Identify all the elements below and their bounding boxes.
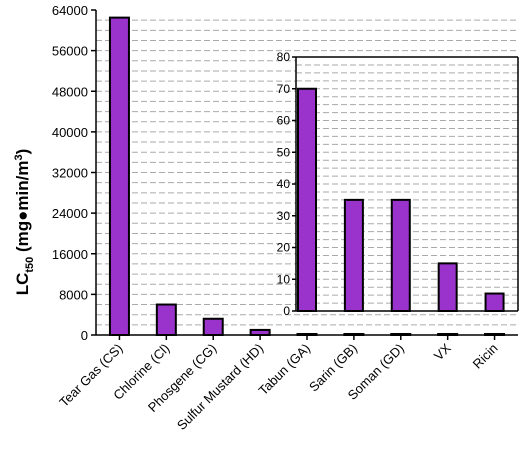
y-label-units-sup: 3	[13, 154, 25, 160]
inset-bar	[484, 292, 505, 313]
main-category-label: VX	[431, 340, 454, 363]
inset-bar	[297, 87, 317, 312]
main-bar	[202, 317, 224, 336]
y-axis-label: LCt50 (mg●min/m3)	[13, 149, 36, 296]
inset-y-tick-label: 80	[277, 50, 291, 64]
main-bar	[108, 16, 130, 336]
main-y-tick-label: 16000	[52, 247, 88, 262]
main-y-tick-label: 32000	[52, 166, 88, 181]
main-y-tick-label: 64000	[52, 3, 88, 18]
inset-y-tick-label: 50	[277, 145, 291, 159]
inset-bars	[297, 87, 505, 313]
main-y-tick-label: 40000	[52, 125, 88, 140]
main-y-tick-label: 8000	[59, 287, 88, 302]
inset-y-tick-label: 70	[277, 82, 291, 96]
inset-chart: 0 10 20 30 40 50 60 70 80	[277, 50, 519, 318]
main-category-label: Sulfur Mustard (HD)	[174, 341, 266, 433]
main-y-ticks: 0 8000 16000 24000 32000 40000 48000 56000 64000	[52, 3, 96, 343]
inset-y-tick-label: 10	[277, 272, 291, 286]
y-label-units-end: )	[13, 149, 32, 155]
inset-y-tick-label: 30	[277, 209, 291, 223]
main-bar	[155, 303, 177, 336]
main-category-label: Ricin	[470, 341, 501, 372]
inset-y-ticks: 0 10 20 30 40 50 60 70 80	[277, 50, 296, 318]
y-label-subscript: t50	[24, 257, 36, 273]
inset-y-tick-label: 0	[283, 304, 290, 318]
inset-bar	[390, 198, 411, 312]
main-y-tick-label: 0	[81, 328, 88, 343]
inset-bar	[437, 262, 458, 312]
main-category-label: Tear Gas (CS)	[56, 341, 125, 410]
inset-y-tick-label: 60	[277, 114, 291, 128]
inset-bar	[343, 198, 364, 312]
inset-y-tick-label: 40	[277, 177, 291, 191]
main-bar	[249, 328, 271, 336]
y-label-units: (mg●min/m	[13, 161, 32, 257]
main-y-tick-label: 48000	[52, 84, 88, 99]
main-y-tick-label: 24000	[52, 206, 88, 221]
y-label-main: LC	[13, 273, 32, 296]
main-y-tick-label: 56000	[52, 44, 88, 59]
main-category-labels: Tear Gas (CS)Chlorine (Cl)Phosgene (CG)S…	[56, 335, 501, 433]
inset-y-tick-label: 20	[277, 241, 291, 255]
